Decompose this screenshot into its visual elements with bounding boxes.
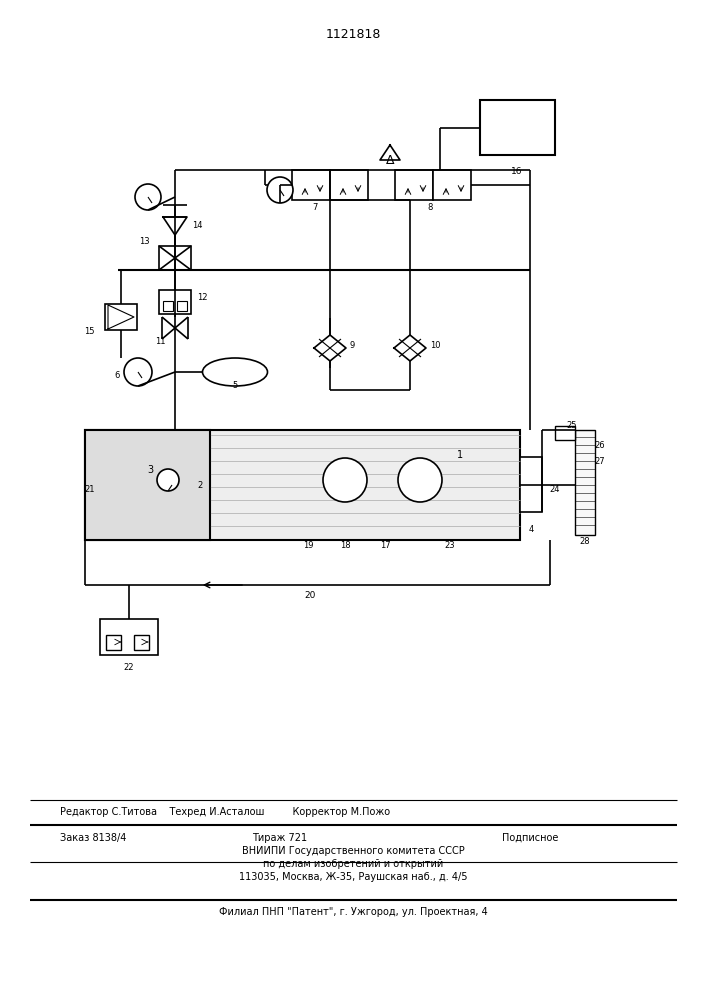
- Bar: [100, 619, 158, 655]
- Text: 28: 28: [580, 538, 590, 546]
- Text: 2: 2: [197, 481, 203, 489]
- Circle shape: [157, 469, 179, 491]
- Text: 15: 15: [85, 328, 95, 336]
- Text: 3: 3: [147, 465, 153, 475]
- Text: 24: 24: [550, 486, 560, 494]
- Bar: [85, 430, 210, 540]
- Text: Филиал ПНП "Патент", г. Ужгород, ул. Проектная, 4: Филиал ПНП "Патент", г. Ужгород, ул. Про…: [218, 907, 487, 917]
- Text: 9: 9: [350, 340, 355, 350]
- Text: 25: 25: [567, 420, 577, 430]
- Text: 23: 23: [445, 540, 455, 550]
- Text: 6: 6: [115, 370, 120, 379]
- Bar: [292, 170, 330, 200]
- Circle shape: [135, 184, 161, 210]
- Bar: [159, 290, 191, 314]
- Circle shape: [323, 458, 367, 502]
- Bar: [177, 301, 187, 311]
- Bar: [520, 457, 542, 512]
- Bar: [480, 100, 555, 155]
- Bar: [159, 246, 191, 270]
- Circle shape: [124, 358, 152, 386]
- Text: 26: 26: [595, 440, 605, 450]
- Text: Тираж 721: Тираж 721: [252, 833, 308, 843]
- Text: 4: 4: [528, 526, 534, 534]
- Bar: [433, 170, 471, 200]
- Text: ВНИИПИ Государственного комитета СССР: ВНИИПИ Государственного комитета СССР: [242, 846, 464, 856]
- Text: 12: 12: [197, 292, 207, 302]
- Text: 8: 8: [427, 204, 433, 213]
- Text: Редактор С.Титова    Техред И.Асталош         Корректор М.Пожо: Редактор С.Титова Техред И.Асталош Корре…: [60, 807, 390, 817]
- Bar: [134, 635, 149, 650]
- Bar: [106, 635, 121, 650]
- Text: по делам изобретений и открытий: по делам изобретений и открытий: [263, 859, 443, 869]
- Bar: [105, 304, 137, 330]
- Text: Подписное: Подписное: [502, 833, 559, 843]
- Text: 7: 7: [312, 204, 317, 213]
- Text: 27: 27: [595, 458, 605, 466]
- Text: 1121818: 1121818: [325, 28, 380, 41]
- Bar: [395, 170, 433, 200]
- Text: Δ: Δ: [386, 153, 395, 166]
- Bar: [85, 430, 520, 540]
- Text: 17: 17: [380, 540, 390, 550]
- Text: 18: 18: [339, 540, 350, 550]
- Text: 1: 1: [457, 450, 463, 460]
- Text: 13: 13: [139, 237, 150, 246]
- Text: 22: 22: [124, 664, 134, 672]
- Ellipse shape: [202, 358, 267, 386]
- Bar: [555, 426, 575, 440]
- Text: 20: 20: [304, 590, 316, 599]
- Bar: [330, 170, 368, 200]
- Text: 21: 21: [85, 486, 95, 494]
- Text: Заказ 8138/4: Заказ 8138/4: [60, 833, 127, 843]
- Circle shape: [398, 458, 442, 502]
- Bar: [163, 301, 173, 311]
- Text: 11: 11: [155, 336, 165, 346]
- Text: 10: 10: [430, 340, 440, 350]
- Text: 16: 16: [511, 167, 522, 176]
- Bar: [575, 430, 595, 535]
- Text: 19: 19: [303, 540, 313, 550]
- Text: 113035, Москва, Ж-35, Раушская наб., д. 4/5: 113035, Москва, Ж-35, Раушская наб., д. …: [239, 872, 467, 882]
- Text: 14: 14: [192, 222, 202, 231]
- Circle shape: [267, 177, 293, 203]
- Text: 5: 5: [233, 381, 238, 390]
